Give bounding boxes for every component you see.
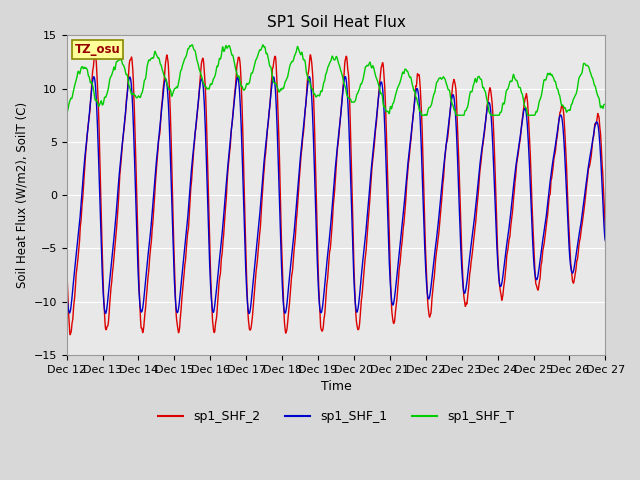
sp1_SHF_2 bbox=[269, 61, 277, 67]
Line: sp1_SHF_2: sp1_SHF_2 bbox=[67, 55, 605, 335]
sp1_SHF_1 bbox=[533, 276, 541, 282]
sp1_SHF_T bbox=[602, 101, 609, 107]
Line: sp1_SHF_1: sp1_SHF_1 bbox=[67, 76, 605, 313]
sp1_SHF_1 bbox=[591, 122, 599, 128]
sp1_SHF_1 bbox=[602, 238, 609, 244]
sp1_SHF_1 bbox=[341, 73, 349, 79]
Y-axis label: Soil Heat Flux (W/m2), SoilT (C): Soil Heat Flux (W/m2), SoilT (C) bbox=[15, 102, 28, 288]
sp1_SHF_1 bbox=[245, 311, 253, 316]
sp1_SHF_T bbox=[591, 83, 599, 89]
sp1_SHF_T bbox=[63, 110, 70, 116]
sp1_SHF_1 bbox=[269, 74, 277, 80]
sp1_SHF_T bbox=[156, 60, 164, 66]
Line: sp1_SHF_T: sp1_SHF_T bbox=[67, 45, 605, 115]
sp1_SHF_T bbox=[293, 47, 301, 52]
sp1_SHF_2 bbox=[602, 226, 609, 232]
sp1_SHF_2 bbox=[533, 285, 541, 291]
Legend: sp1_SHF_2, sp1_SHF_1, sp1_SHF_T: sp1_SHF_2, sp1_SHF_1, sp1_SHF_T bbox=[153, 406, 519, 429]
sp1_SHF_T bbox=[269, 79, 277, 85]
Text: TZ_osu: TZ_osu bbox=[75, 43, 120, 56]
sp1_SHF_1 bbox=[63, 293, 70, 299]
sp1_SHF_1 bbox=[156, 122, 164, 128]
sp1_SHF_2 bbox=[156, 125, 164, 131]
sp1_SHF_T bbox=[188, 42, 196, 48]
sp1_SHF_2 bbox=[66, 332, 74, 337]
sp1_SHF_2 bbox=[307, 52, 314, 58]
sp1_SHF_T bbox=[418, 112, 426, 118]
sp1_SHF_2 bbox=[124, 76, 132, 82]
sp1_SHF_1 bbox=[124, 82, 132, 87]
sp1_SHF_2 bbox=[591, 121, 599, 127]
X-axis label: Time: Time bbox=[321, 380, 351, 393]
sp1_SHF_2 bbox=[293, 214, 301, 219]
sp1_SHF_1 bbox=[293, 198, 301, 204]
sp1_SHF_T bbox=[124, 77, 132, 83]
sp1_SHF_T bbox=[533, 108, 541, 114]
Title: SP1 Soil Heat Flux: SP1 Soil Heat Flux bbox=[267, 15, 406, 30]
sp1_SHF_2 bbox=[63, 267, 70, 273]
